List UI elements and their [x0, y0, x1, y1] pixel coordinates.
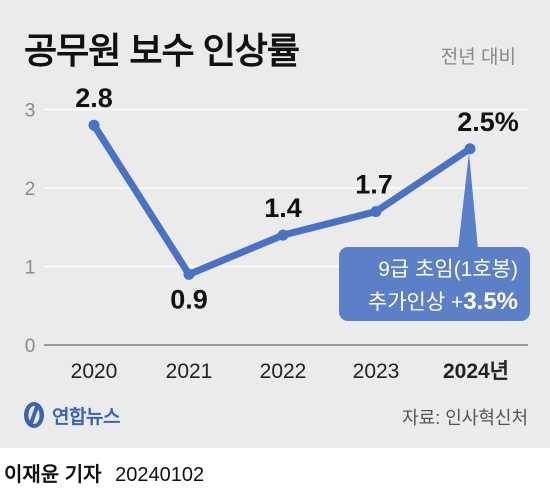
callout-layer: 9급 초임(1호봉) 추가인상 +3.5% — [339, 152, 530, 321]
y-tick-label: 1 — [25, 258, 36, 279]
callout-line2-prefix: 추가인상 + — [368, 291, 463, 314]
data-point — [277, 229, 289, 241]
y-tick-label: 3 — [25, 101, 36, 122]
data-point — [88, 119, 100, 131]
reporter-name: 이재윤 기자 — [4, 464, 102, 486]
logo: 연합뉴스 — [22, 398, 120, 432]
y-tick-label: 2 — [25, 179, 36, 200]
data-label: 2.8 — [75, 83, 113, 113]
data-point — [183, 268, 195, 280]
x-tick-label: 2022 — [260, 360, 307, 383]
x-tick-label: 2023 — [353, 360, 400, 383]
unit-note: 전년 대비 — [440, 47, 516, 68]
x-tick-label: 2024년 — [443, 360, 509, 383]
chart-title: 공무원 보수 인상률 — [24, 30, 300, 71]
data-label: 2.5% — [457, 107, 519, 137]
data-point — [370, 206, 382, 218]
label-layer: 2020 2021 2022 2023 2024년 2.8 0.9 1.4 1.7 2.5% — [71, 83, 519, 383]
data-point — [464, 143, 476, 155]
callout-line2-value: 3.5% — [463, 288, 518, 315]
line-layer — [88, 119, 476, 280]
chart-panel: 공무원 보수 인상률 전년 대비 0 1 2 3 9급 초임(1호봉) 추가인상 +3.… — [0, 0, 550, 448]
callout-line1: 9급 초임(1호봉) — [378, 258, 518, 281]
callout-line2: 추가인상 +3.5% — [368, 288, 518, 315]
x-tick-label: 2021 — [166, 360, 213, 383]
y-tick-label: 0 — [25, 336, 36, 357]
source-note: 자료: 인사혁신처 — [402, 408, 528, 428]
logo-text: 연합뉴스 — [52, 406, 120, 428]
data-label: 1.4 — [264, 193, 302, 223]
data-label: 1.7 — [355, 170, 393, 200]
grid-layer: 0 1 2 3 — [25, 101, 528, 357]
callout-pointer — [458, 152, 478, 249]
data-label: 0.9 — [170, 284, 208, 314]
yonhap-logo-icon — [24, 402, 44, 428]
publish-date: 20240102 — [115, 464, 205, 486]
callout-box — [339, 247, 530, 321]
x-tick-label: 2020 — [71, 360, 118, 383]
credit-line: 이재윤 기자 20240102 — [4, 458, 204, 487]
